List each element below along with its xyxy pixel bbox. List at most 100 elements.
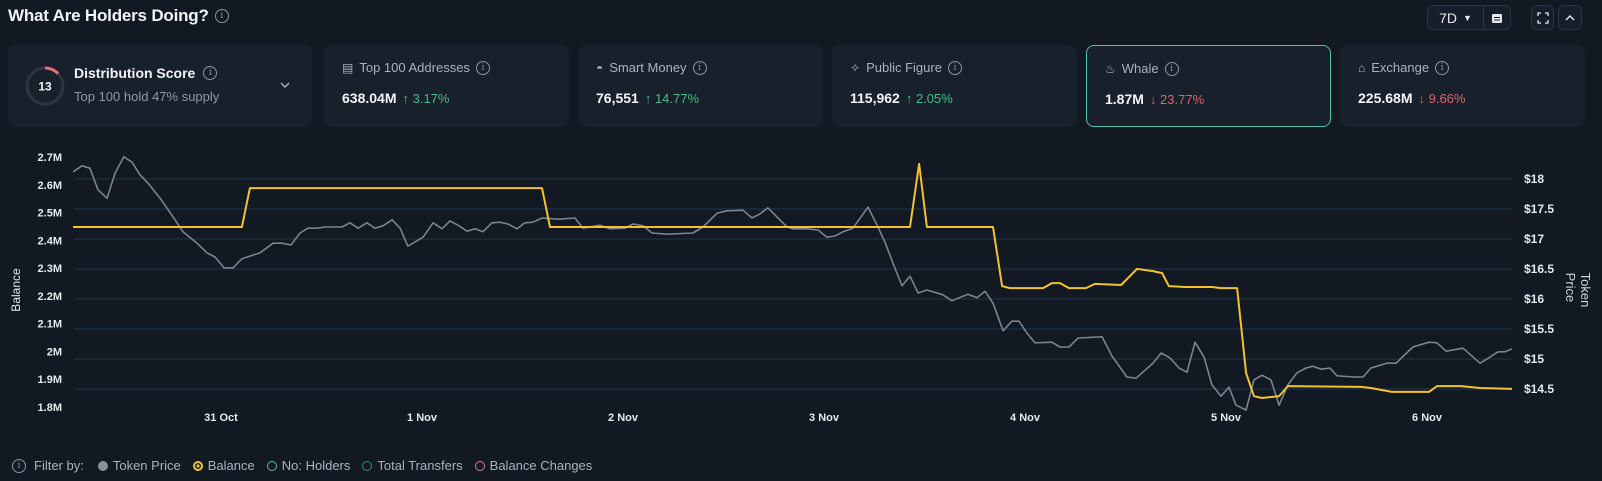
collapse-button[interactable] (1558, 5, 1582, 30)
card-value: 638.04M (342, 90, 397, 106)
y-tick-label: 2.5M (38, 208, 62, 220)
arrow-down-icon: ↓ (1149, 91, 1157, 107)
card-whale[interactable]: ♨ Whale i 1.87M ↓ 23.77% (1086, 45, 1331, 127)
y-tick-label: 2M (47, 346, 62, 358)
filter-item-label: Balance (207, 458, 255, 473)
info-icon[interactable]: i (1435, 60, 1450, 75)
public-figure-icon: ✧ (850, 60, 861, 75)
x-tick-label: 5 Nov (1211, 412, 1242, 424)
y-axis-title: Balance (9, 268, 23, 312)
card-value: 76,551 (596, 90, 639, 106)
distribution-score-card[interactable]: 13 Distribution Score i Top 100 hold 47%… (8, 45, 312, 127)
bank-icon: ⌂ (1358, 60, 1366, 75)
distribution-title: Distribution Score i (74, 65, 218, 81)
calendar-icon (1492, 13, 1502, 23)
filter-bar: i Filter by: Token Price Balance No: Holde… (12, 458, 592, 473)
chevron-down-icon[interactable] (279, 80, 291, 90)
card-label: ⌂ Exchange i (1358, 60, 1450, 75)
fullscreen-icon (1536, 11, 1549, 24)
filter-item-label: Balance Changes (489, 458, 593, 473)
y-tick-label: 2.4M (38, 235, 62, 247)
wallet-icon: ▤ (342, 60, 354, 75)
info-icon[interactable]: i (1164, 61, 1179, 76)
whale-icon: ♨ (1105, 61, 1116, 76)
arrow-down-icon: ↓ (1418, 90, 1425, 106)
period-dropdown[interactable]: 7D ▼ (1427, 5, 1484, 30)
x-tick-label: 31 Oct (204, 412, 238, 424)
filter-total-transfers[interactable]: Total Transfers (362, 458, 463, 473)
y-tick-label: 2.3M (38, 263, 62, 275)
series-line-balance (73, 162, 1513, 399)
arrow-up-icon: ↑ (905, 90, 913, 106)
caret-down-icon: ▼ (1462, 12, 1472, 23)
x-tick-label: 4 Nov (1010, 412, 1041, 424)
card-label-text: Smart Money (609, 60, 687, 75)
filter-item-label: Token Price (112, 458, 181, 473)
y-tick-label: 2.2M (38, 291, 62, 303)
card-label: ◓ Smart Money i (596, 60, 707, 75)
card-change-value: 14.77% (654, 90, 700, 106)
arrow-up-icon: ↑ (644, 90, 652, 106)
y2-tick-label: $15 (1524, 352, 1544, 366)
card-change: ↓ 23.77% (1150, 92, 1204, 107)
score-value: 13 (38, 80, 52, 94)
info-icon[interactable]: i (947, 60, 962, 75)
chevron-up-icon (1565, 14, 1575, 20)
card-smart-money[interactable]: ◓ Smart Money i 76,551 ↑ 14.77% (578, 45, 823, 127)
y2-tick-label: $18 (1524, 172, 1544, 186)
y-tick-label: 2.6M (38, 180, 62, 192)
y2-tick-label: $16.5 (1524, 262, 1554, 276)
card-label: ✧ Public Figure i (850, 60, 962, 75)
calendar-button[interactable] (1483, 5, 1511, 30)
info-icon[interactable]: i (475, 60, 490, 75)
card-change: ↑ 14.77% (645, 91, 699, 106)
series-line-token-price (72, 156, 1513, 411)
filter-balance[interactable]: Balance (192, 458, 255, 473)
card-public-figure[interactable]: ✧ Public Figure i 115,962 ↑ 2.05% (832, 45, 1077, 127)
x-tick-label: 3 Nov (809, 412, 840, 424)
distribution-title-text: Distribution Score (74, 65, 196, 81)
card-label-text: Whale (1121, 61, 1159, 76)
card-value: 115,962 (850, 90, 900, 106)
y2-tick-label: $16 (1524, 292, 1544, 306)
card-change: ↓ 9.66% (1418, 91, 1465, 106)
y-tick-label: 1.9M (38, 374, 62, 386)
radio-icon (474, 460, 485, 471)
filter-token-price[interactable]: Token Price (97, 458, 181, 473)
radio-icon (192, 460, 203, 471)
card-label: ♨ Whale i (1105, 61, 1179, 76)
period-value: 7D (1439, 9, 1457, 26)
y-tick-label: 2.7M (38, 152, 62, 164)
card-value-row: 638.04M ↑ 3.17% (342, 90, 449, 106)
card-label-text: Exchange (1371, 60, 1430, 75)
card-change-value: 3.17% (412, 90, 450, 106)
card-change: ↑ 3.17% (402, 91, 449, 106)
card-label: ▤ Top 100 Addresses i (342, 60, 490, 75)
card-value-row: 76,551 ↑ 14.77% (596, 90, 699, 106)
radio-icon (97, 460, 108, 471)
card-value: 225.68M (1358, 90, 1413, 106)
info-icon[interactable]: i (12, 458, 26, 473)
info-icon[interactable]: i (203, 66, 218, 80)
card-change-value: 9.66% (1428, 90, 1466, 106)
x-tick-label: 1 Nov (407, 412, 438, 424)
card-change-value: 2.05% (915, 90, 953, 106)
card-label-text: Top 100 Addresses (359, 60, 470, 75)
y2-axis-title: Token Price (1563, 272, 1593, 308)
filter-label: Filter by: (34, 458, 84, 473)
distribution-subtitle: Top 100 hold 47% supply (74, 89, 220, 104)
info-icon[interactable]: i (214, 9, 229, 23)
x-tick-label: 6 Nov (1412, 412, 1443, 424)
fullscreen-button[interactable] (1531, 5, 1554, 30)
radio-icon (266, 460, 277, 471)
title-text: What Are Holders Doing? (8, 6, 209, 25)
y2-tick-label: $15.5 (1524, 322, 1554, 336)
y2-tick-label: $17.5 (1524, 202, 1554, 216)
info-icon[interactable]: i (692, 60, 707, 75)
filter-balance-changes[interactable]: Balance Changes (474, 458, 593, 473)
y-tick-label: 2.1M (38, 319, 62, 331)
card-top-100-addresses[interactable]: ▤ Top 100 Addresses i 638.04M ↑ 3.17% (324, 45, 569, 127)
card-exchange[interactable]: ⌂ Exchange i 225.68M ↓ 9.66% (1340, 45, 1585, 127)
y2-tick-label: $17 (1524, 232, 1544, 246)
filter-no-holders[interactable]: No: Holders (266, 458, 350, 473)
